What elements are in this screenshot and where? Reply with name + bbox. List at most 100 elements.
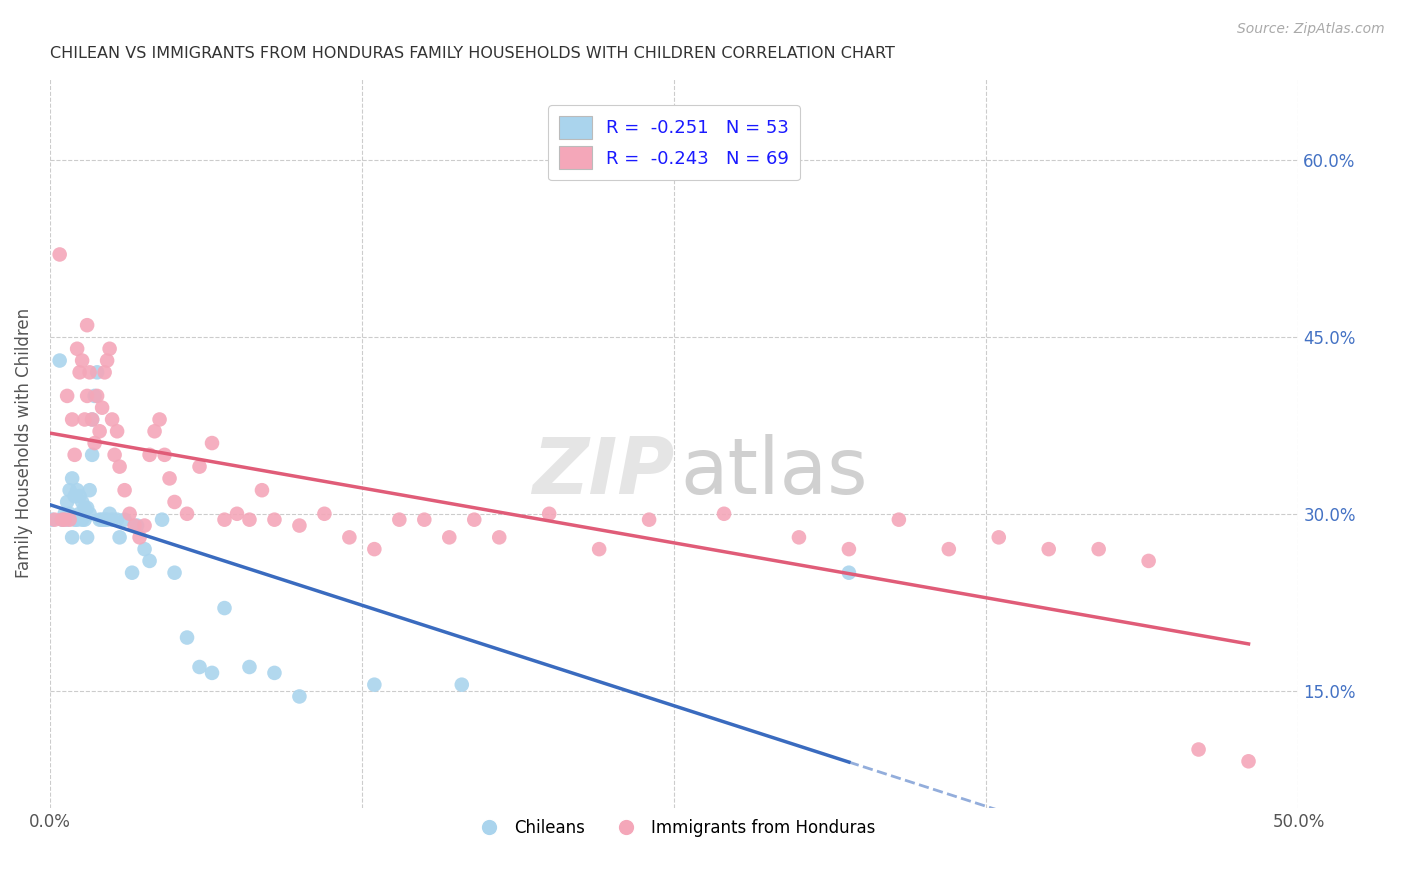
Point <box>363 678 385 692</box>
Point <box>70 513 93 527</box>
Point <box>463 513 485 527</box>
Point <box>82 448 104 462</box>
Legend: Chileans, Immigrants from Honduras: Chileans, Immigrants from Honduras <box>465 813 883 844</box>
Point <box>450 678 472 692</box>
Point <box>66 513 89 527</box>
Point <box>413 513 436 527</box>
Point <box>138 448 160 462</box>
Point <box>83 389 105 403</box>
Point <box>73 500 96 515</box>
Point <box>288 690 311 704</box>
Point <box>48 247 70 261</box>
Point <box>150 513 173 527</box>
Text: CHILEAN VS IMMIGRANTS FROM HONDURAS FAMILY HOUSEHOLDS WITH CHILDREN CORRELATION : CHILEAN VS IMMIGRANTS FROM HONDURAS FAMI… <box>49 46 894 62</box>
Point <box>1237 754 1260 768</box>
Point <box>69 507 91 521</box>
Point <box>82 412 104 426</box>
Point <box>96 353 118 368</box>
Point <box>69 365 91 379</box>
Text: atlas: atlas <box>681 434 868 510</box>
Point <box>838 542 860 557</box>
Point <box>439 530 461 544</box>
Point <box>163 495 186 509</box>
Point <box>148 412 170 426</box>
Point <box>887 513 910 527</box>
Point <box>108 530 131 544</box>
Point <box>188 459 211 474</box>
Point <box>41 513 63 527</box>
Point <box>70 495 93 509</box>
Point <box>69 489 91 503</box>
Point <box>134 542 156 557</box>
Point <box>59 513 82 527</box>
Point <box>188 660 211 674</box>
Point <box>51 513 73 527</box>
Point <box>66 342 89 356</box>
Point <box>76 389 98 403</box>
Point <box>153 448 176 462</box>
Point <box>288 518 311 533</box>
Point <box>105 424 128 438</box>
Point <box>63 513 86 527</box>
Point <box>201 665 224 680</box>
Point <box>104 448 127 462</box>
Point <box>86 389 108 403</box>
Text: Source: ZipAtlas.com: Source: ZipAtlas.com <box>1237 22 1385 37</box>
Point <box>91 401 114 415</box>
Point <box>938 542 960 557</box>
Point <box>108 459 131 474</box>
Point <box>60 471 83 485</box>
Point <box>138 554 160 568</box>
Point <box>60 412 83 426</box>
Point <box>70 353 93 368</box>
Point <box>263 665 285 680</box>
Point <box>238 660 260 674</box>
Point <box>63 448 86 462</box>
Point <box>73 412 96 426</box>
Point <box>124 518 146 533</box>
Point <box>76 318 98 333</box>
Point <box>1137 554 1160 568</box>
Point <box>98 342 121 356</box>
Point <box>125 518 148 533</box>
Point <box>60 530 83 544</box>
Point <box>263 513 285 527</box>
Point <box>76 530 98 544</box>
Point <box>250 483 273 498</box>
Text: ZIP: ZIP <box>531 434 673 510</box>
Point <box>1038 542 1060 557</box>
Point <box>56 495 79 509</box>
Point <box>143 424 166 438</box>
Point <box>79 365 101 379</box>
Point <box>79 483 101 498</box>
Point <box>121 566 143 580</box>
Point <box>44 513 66 527</box>
Point <box>53 513 76 527</box>
Point <box>214 601 236 615</box>
Point <box>363 542 385 557</box>
Point <box>713 507 735 521</box>
Point <box>83 436 105 450</box>
Point <box>114 513 136 527</box>
Point <box>588 542 610 557</box>
Point <box>176 507 198 521</box>
Point <box>89 424 111 438</box>
Point <box>51 513 73 527</box>
Point <box>56 389 79 403</box>
Point <box>63 489 86 503</box>
Point <box>163 566 186 580</box>
Point <box>201 436 224 450</box>
Point <box>66 483 89 498</box>
Point <box>238 513 260 527</box>
Point <box>787 530 810 544</box>
Point <box>53 507 76 521</box>
Point <box>73 513 96 527</box>
Point <box>538 507 561 521</box>
Point <box>214 513 236 527</box>
Point <box>86 365 108 379</box>
Point <box>96 513 118 527</box>
Point <box>337 530 360 544</box>
Point <box>91 513 114 527</box>
Point <box>159 471 181 485</box>
Point <box>987 530 1010 544</box>
